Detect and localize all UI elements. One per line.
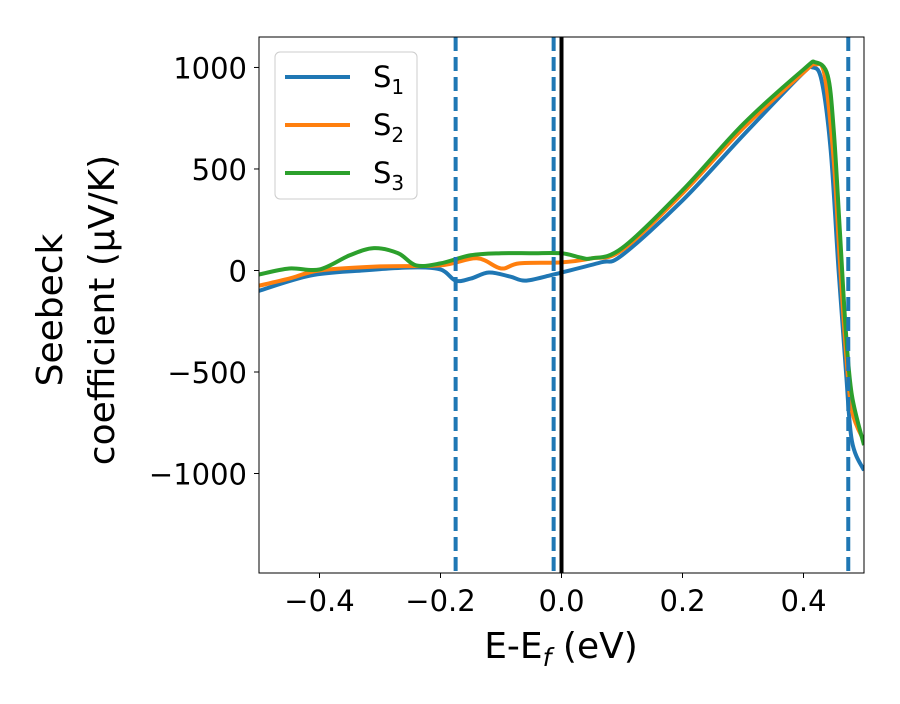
legend-label-s1: S1 <box>373 60 404 99</box>
x-tick-label: 0.4 <box>780 584 826 618</box>
y-tick-label: 500 <box>192 153 247 187</box>
legend: S1 S2 S3 <box>274 51 418 200</box>
y-tick-label: −500 <box>167 356 247 390</box>
plot-area <box>259 37 864 573</box>
legend-label-s2: S2 <box>373 108 404 147</box>
y-axis-label-line2: coefficient (μV/K) <box>82 155 123 465</box>
y-tick-label: 1000 <box>173 51 247 85</box>
x-tick-label: −0.4 <box>284 584 354 618</box>
series-line-s3 <box>259 59 864 446</box>
x-tick-label: 0.2 <box>659 584 705 618</box>
y-tick-label: −1000 <box>149 458 247 492</box>
x-tick-label: −0.2 <box>405 584 475 618</box>
y-axis-label-line1: Seebeck <box>30 233 71 386</box>
y-tick-label: 0 <box>229 254 247 288</box>
axis-ticks: −0.4 −0.2 0.0 0.2 0.4 1000 500 0 −500 −1000 <box>149 51 827 618</box>
x-tick-label: 0.0 <box>538 584 584 618</box>
x-axis-label: E-Ef (eV) <box>484 626 638 672</box>
legend-label-s3: S3 <box>373 156 404 195</box>
series-line-s1 <box>259 64 864 472</box>
